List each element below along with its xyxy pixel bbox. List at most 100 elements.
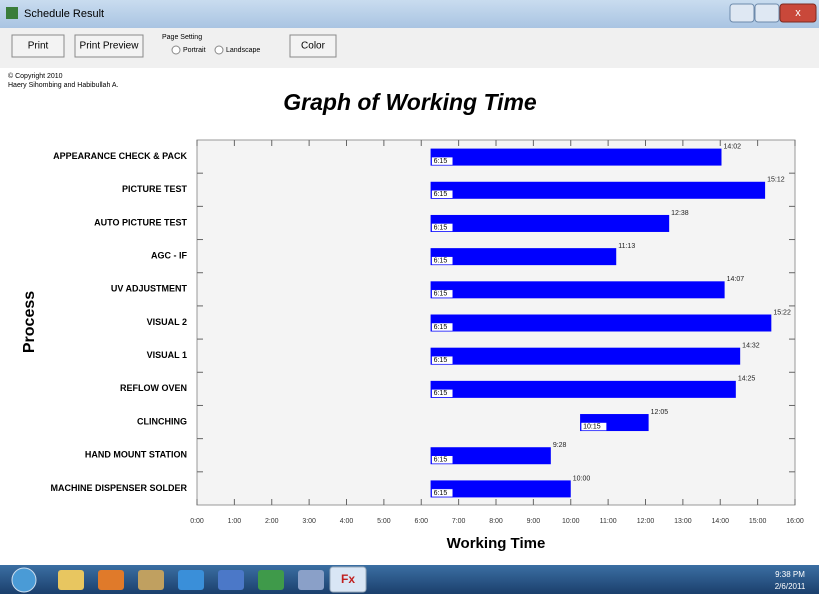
x-tick-label: 11:00 — [600, 518, 617, 525]
color-button[interactable] — [289, 34, 337, 58]
landscape-radio[interactable] — [214, 45, 224, 55]
y-tick-label: REFLOW OVEN — [120, 383, 187, 393]
print-button[interactable] — [11, 34, 65, 58]
chart-title: Graph of Working Time — [283, 89, 537, 115]
x-tick-label: 1:00 — [228, 518, 242, 525]
taskbar-icon[interactable] — [138, 570, 164, 590]
end-label: 14:32 — [742, 343, 760, 350]
y-tick-label: APPEARANCE CHECK & PACK — [53, 151, 187, 161]
start-label: 6:15 — [434, 291, 448, 298]
y-tick-label: AUTO PICTURE TEST — [94, 217, 187, 227]
end-label: 14:02 — [723, 143, 741, 150]
x-tick-label: 7:00 — [452, 518, 466, 525]
start-label-box — [431, 389, 454, 398]
x-tick-label: 16:00 — [786, 518, 804, 525]
y-tick-label: PICTURE TEST — [122, 184, 188, 194]
y-tick-label: AGC - IF — [151, 251, 187, 261]
taskbar-icon[interactable] — [58, 570, 84, 590]
start-label-box — [431, 156, 454, 166]
taskbar-icon[interactable] — [218, 570, 244, 590]
chart: 0:00 1:00 2:00 3:00 4:00 5:00 6:00 7:00 8:00 9:00… — [50, 140, 804, 525]
bar — [430, 148, 722, 166]
x-tick-label: 0:00 — [190, 518, 204, 525]
end-label: 12:05 — [651, 409, 669, 416]
close-button[interactable] — [779, 3, 817, 23]
bar — [430, 347, 741, 365]
portrait-label: Portrait — [183, 47, 206, 54]
end-label: 15:22 — [773, 309, 791, 316]
x-axis-label: Working Time — [447, 535, 546, 552]
start-label-box — [431, 190, 454, 199]
start-label-box — [431, 322, 454, 332]
maximize-button[interactable] — [754, 3, 780, 23]
start-label: 6:15 — [434, 390, 448, 397]
portrait-radio[interactable] — [171, 45, 181, 55]
start-label: 6:15 — [434, 324, 448, 331]
start-label-box — [431, 256, 454, 265]
x-tick-label: 13:00 — [674, 518, 692, 525]
y-tick-label: VISUAL 1 — [147, 350, 187, 360]
bar — [430, 181, 766, 199]
y-tick-label: VISUAL 2 — [147, 317, 187, 327]
start-label-box — [431, 223, 454, 232]
start-label: 6:15 — [434, 257, 448, 264]
x-tick-label: 5:00 — [377, 518, 391, 525]
bar — [430, 314, 772, 332]
x-tick-label: 10:00 — [562, 518, 580, 525]
bar — [430, 480, 571, 498]
page-setting-label: Page Setting — [162, 34, 202, 41]
x-tick-label: 8:00 — [489, 518, 503, 525]
y-tick-label: MACHINE DISPENSER SOLDER — [50, 483, 187, 493]
copyright-line: Haery Sihombing and Habibullah A. — [8, 82, 119, 89]
active-task[interactable] — [329, 566, 367, 593]
end-label: 15:12 — [767, 177, 785, 184]
end-label: 10:00 — [573, 475, 591, 482]
end-label: 9:28 — [553, 442, 567, 449]
bar — [430, 248, 617, 266]
y-tick-label: UV ADJUSTMENT — [111, 284, 188, 294]
x-tick-label: 2:00 — [265, 518, 279, 525]
start-label: 10:15 — [583, 423, 601, 430]
bar — [430, 380, 736, 398]
print-label: Print — [28, 41, 49, 52]
x-tick-label: 9:00 — [527, 518, 541, 525]
start-label: 6:15 — [434, 490, 448, 497]
end-label: 12:38 — [671, 210, 689, 217]
y-axis-label: Process — [21, 291, 38, 353]
start-label-box — [431, 289, 454, 299]
taskbar-icon[interactable] — [258, 570, 284, 590]
window-title: Schedule Result — [24, 8, 104, 20]
x-tick-label: 4:00 — [340, 518, 354, 525]
start-label-box — [580, 422, 607, 431]
start-label-box — [431, 355, 454, 365]
taskbar — [0, 565, 819, 594]
start-label: 6:15 — [434, 457, 448, 464]
taskbar-icon[interactable] — [298, 570, 324, 590]
end-label: 11:13 — [618, 243, 635, 250]
x-tick-label: 12:00 — [637, 518, 655, 525]
close-icon: x — [795, 7, 801, 19]
start-label: 6:15 — [434, 224, 448, 231]
taskbar-icon[interactable] — [98, 570, 124, 590]
start-label: 6:15 — [434, 357, 448, 364]
print-preview-label: Print Preview — [80, 41, 140, 52]
end-label: 14:25 — [738, 376, 756, 383]
bar — [430, 214, 670, 232]
taskbar-icon[interactable] — [178, 570, 204, 590]
x-tick-label: 14:00 — [711, 518, 729, 525]
minimize-button[interactable] — [729, 3, 755, 23]
print-preview-button[interactable] — [74, 34, 144, 58]
start-label-box — [431, 455, 454, 464]
start-label-box — [431, 488, 454, 498]
landscape-label: Landscape — [226, 47, 260, 54]
x-tick-label: 15:00 — [749, 518, 767, 525]
x-tick-label: 6:00 — [414, 518, 428, 525]
bar — [430, 281, 725, 299]
start-label: 6:15 — [434, 158, 448, 165]
copyright-line: © Copyright 2010 — [8, 72, 63, 80]
start-button[interactable] — [11, 567, 37, 593]
start-label: 6:15 — [434, 191, 448, 198]
end-label: 14:07 — [727, 276, 745, 283]
x-tick-label: 3:00 — [302, 518, 316, 525]
